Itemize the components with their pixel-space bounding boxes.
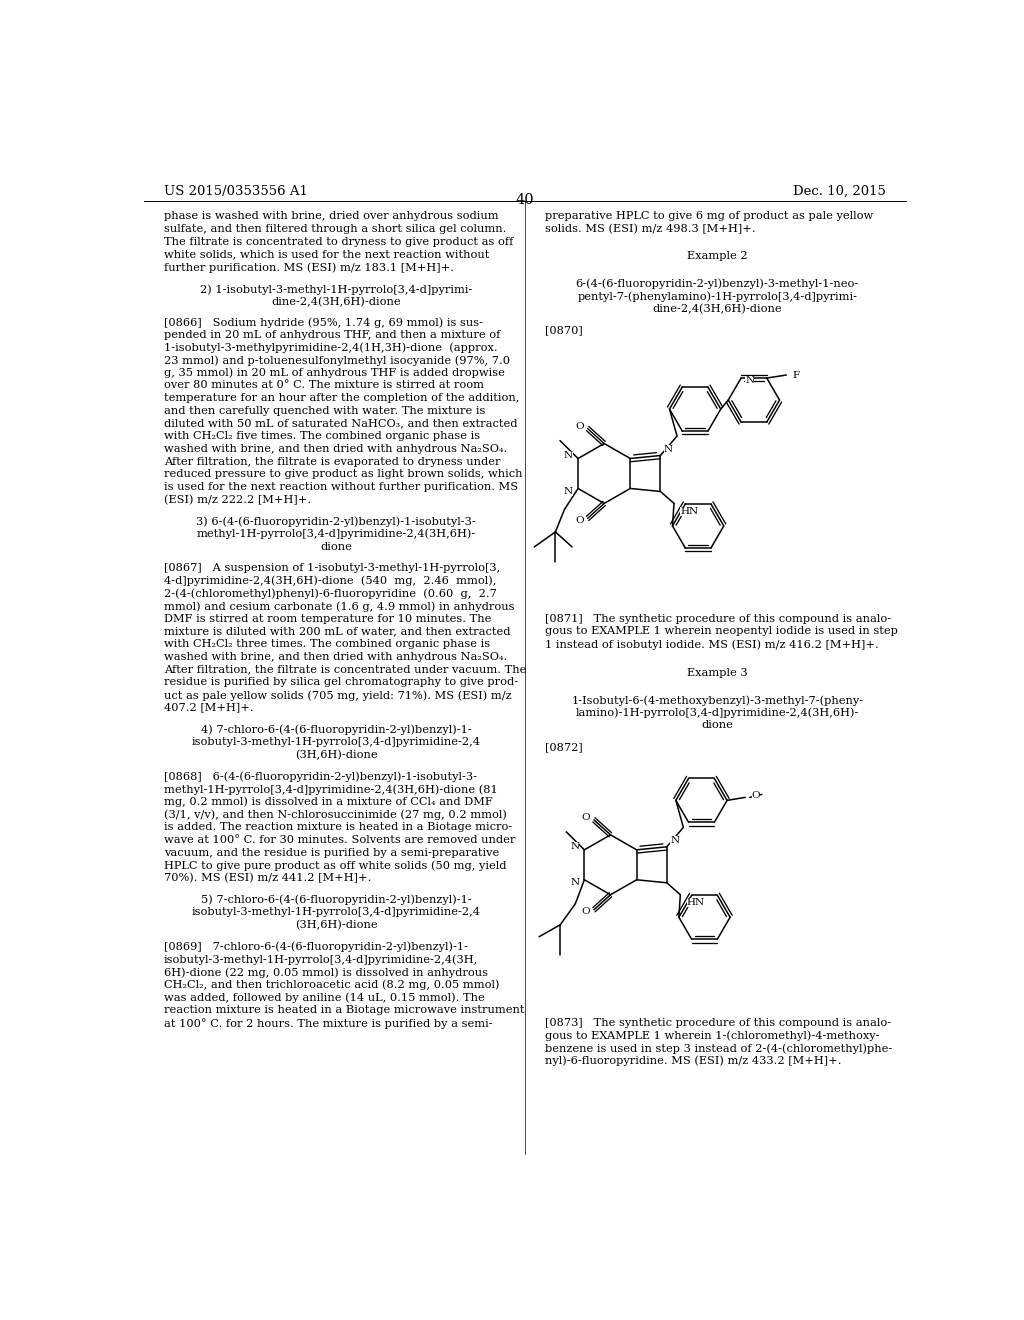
Text: N: N [570,842,580,851]
Text: isobutyl-3-methyl-1H-pyrrolo[3,4-d]pyrimidine-2,4: isobutyl-3-methyl-1H-pyrrolo[3,4-d]pyrim… [191,907,481,917]
Text: HN: HN [680,507,698,516]
Text: g, 35 mmol) in 20 mL of anhydrous THF is added dropwise: g, 35 mmol) in 20 mL of anhydrous THF is… [164,368,505,379]
Text: 23 mmol) and p-toluenesulfonylmethyl isocyanide (97%, 7.0: 23 mmol) and p-toluenesulfonylmethyl iso… [164,355,510,366]
Text: Example 2: Example 2 [687,251,748,261]
Text: benzene is used in step 3 instead of 2-(4-(chloromethyl)phe-: benzene is used in step 3 instead of 2-(… [545,1043,892,1053]
Text: F: F [793,371,800,380]
Text: N: N [564,487,573,496]
Text: sulfate, and then filtered through a short silica gel column.: sulfate, and then filtered through a sho… [164,224,506,234]
Text: [0872]: [0872] [545,742,583,752]
Text: O: O [582,813,590,822]
Text: US 2015/0353556 A1: US 2015/0353556 A1 [164,185,307,198]
Text: N: N [570,878,580,887]
Text: further purification. MS (ESI) m/z 183.1 [M+H]+.: further purification. MS (ESI) m/z 183.1… [164,263,454,273]
Text: pentyl-7-(phenylamino)-1H-pyrrolo[3,4-d]pyrimi-: pentyl-7-(phenylamino)-1H-pyrrolo[3,4-d]… [578,290,857,301]
Text: CH₂Cl₂, and then trichloroacetic acid (8.2 mg, 0.05 mmol): CH₂Cl₂, and then trichloroacetic acid (8… [164,979,500,990]
Text: washed with brine, and then dried with anhydrous Na₂SO₄.: washed with brine, and then dried with a… [164,444,507,454]
Text: Example 3: Example 3 [687,668,748,677]
Text: reduced pressure to give product as light brown solids, which: reduced pressure to give product as ligh… [164,470,522,479]
Text: [0868]   6-(4-(6-fluoropyridin-2-yl)benzyl)-1-isobutyl-3-: [0868] 6-(4-(6-fluoropyridin-2-yl)benzyl… [164,771,477,781]
Text: 3) 6-(4-(6-fluoropyridin-2-yl)benzyl)-1-isobutyl-3-: 3) 6-(4-(6-fluoropyridin-2-yl)benzyl)-1-… [197,516,476,527]
Text: HPLC to give pure product as off white solids (50 mg, yield: HPLC to give pure product as off white s… [164,861,506,871]
Text: isobutyl-3-methyl-1H-pyrrolo[3,4-d]pyrimidine-2,4(3H,: isobutyl-3-methyl-1H-pyrrolo[3,4-d]pyrim… [164,954,478,965]
Text: isobutyl-3-methyl-1H-pyrrolo[3,4-d]pyrimidine-2,4: isobutyl-3-methyl-1H-pyrrolo[3,4-d]pyrim… [191,738,481,747]
Text: After filtration, the filtrate is concentrated under vacuum. The: After filtration, the filtrate is concen… [164,664,526,675]
Text: over 80 minutes at 0° C. The mixture is stirred at room: over 80 minutes at 0° C. The mixture is … [164,380,483,391]
Text: methyl-1H-pyrrolo[3,4-d]pyrimidine-2,4(3H,6H)-dione (81: methyl-1H-pyrrolo[3,4-d]pyrimidine-2,4(3… [164,784,498,795]
Text: dine-2,4(3H,6H)-dione: dine-2,4(3H,6H)-dione [271,297,401,308]
Text: dine-2,4(3H,6H)-dione: dine-2,4(3H,6H)-dione [652,304,782,314]
Text: and then carefully quenched with water. The mixture is: and then carefully quenched with water. … [164,405,485,416]
Text: dione: dione [321,541,352,552]
Text: 70%). MS (ESI) m/z 441.2 [M+H]+.: 70%). MS (ESI) m/z 441.2 [M+H]+. [164,873,371,883]
Text: gous to EXAMPLE 1 wherein 1-(chloromethyl)-4-methoxy-: gous to EXAMPLE 1 wherein 1-(chloromethy… [545,1031,880,1041]
Text: [0873]   The synthetic procedure of this compound is analo-: [0873] The synthetic procedure of this c… [545,1018,891,1028]
Text: with CH₂Cl₂ five times. The combined organic phase is: with CH₂Cl₂ five times. The combined org… [164,432,480,441]
Text: O: O [575,516,584,525]
Text: uct as pale yellow solids (705 mg, yield: 71%). MS (ESI) m/z: uct as pale yellow solids (705 mg, yield… [164,690,511,701]
Text: N: N [670,837,679,845]
Text: 2-(4-(chloromethyl)phenyl)-6-fluoropyridine  (0.60  g,  2.7: 2-(4-(chloromethyl)phenyl)-6-fluoropyrid… [164,589,497,599]
Text: 1-Isobutyl-6-(4-methoxybenzyl)-3-methyl-7-(pheny-: 1-Isobutyl-6-(4-methoxybenzyl)-3-methyl-… [571,696,863,706]
Text: lamino)-1H-pyrrolo[3,4-d]pyrimidine-2,4(3H,6H)-: lamino)-1H-pyrrolo[3,4-d]pyrimidine-2,4(… [575,708,859,718]
Text: nyl)-6-fluoropyridine. MS (ESI) m/z 433.2 [M+H]+.: nyl)-6-fluoropyridine. MS (ESI) m/z 433.… [545,1056,841,1067]
Text: wave at 100° C. for 30 minutes. Solvents are removed under: wave at 100° C. for 30 minutes. Solvents… [164,834,515,845]
Text: (ESI) m/z 222.2 [M+H]+.: (ESI) m/z 222.2 [M+H]+. [164,495,311,506]
Text: [0866]   Sodium hydride (95%, 1.74 g, 69 mmol) is sus-: [0866] Sodium hydride (95%, 1.74 g, 69 m… [164,317,482,327]
Text: mmol) and cesium carbonate (1.6 g, 4.9 mmol) in anhydrous: mmol) and cesium carbonate (1.6 g, 4.9 m… [164,601,514,611]
Text: N: N [745,376,755,384]
Text: 6-(4-(6-fluoropyridin-2-yl)benzyl)-3-methyl-1-neo-: 6-(4-(6-fluoropyridin-2-yl)benzyl)-3-met… [575,279,859,289]
Text: [0870]: [0870] [545,325,583,335]
Text: mixture is diluted with 200 mL of water, and then extracted: mixture is diluted with 200 mL of water,… [164,627,510,636]
Text: O: O [752,791,760,800]
Text: preparative HPLC to give 6 mg of product as pale yellow: preparative HPLC to give 6 mg of product… [545,211,872,222]
Text: at 100° C. for 2 hours. The mixture is purified by a semi-: at 100° C. for 2 hours. The mixture is p… [164,1018,493,1028]
Text: washed with brine, and then dried with anhydrous Na₂SO₄.: washed with brine, and then dried with a… [164,652,507,661]
Text: temperature for an hour after the completion of the addition,: temperature for an hour after the comple… [164,393,519,403]
Text: O: O [575,422,584,432]
Text: diluted with 50 mL of saturated NaHCO₃, and then extracted: diluted with 50 mL of saturated NaHCO₃, … [164,418,517,429]
Text: The filtrate is concentrated to dryness to give product as off: The filtrate is concentrated to dryness … [164,236,513,247]
Text: 6H)-dione (22 mg, 0.05 mmol) is dissolved in anhydrous: 6H)-dione (22 mg, 0.05 mmol) is dissolve… [164,968,487,978]
Text: 5) 7-chloro-6-(4-(6-fluoropyridin-2-yl)benzyl)-1-: 5) 7-chloro-6-(4-(6-fluoropyridin-2-yl)b… [201,895,472,906]
Text: O: O [582,907,590,916]
Text: white solids, which is used for the next reaction without: white solids, which is used for the next… [164,249,489,259]
Text: vacuum, and the residue is purified by a semi-preparative: vacuum, and the residue is purified by a… [164,847,499,858]
Text: 407.2 [M+H]+.: 407.2 [M+H]+. [164,702,253,713]
Text: gous to EXAMPLE 1 wherein neopentyl iodide is used in step: gous to EXAMPLE 1 wherein neopentyl iodi… [545,627,897,636]
Text: 4-d]pyrimidine-2,4(3H,6H)-dione  (540  mg,  2.46  mmol),: 4-d]pyrimidine-2,4(3H,6H)-dione (540 mg,… [164,576,496,586]
Text: pended in 20 mL of anhydrous THF, and then a mixture of: pended in 20 mL of anhydrous THF, and th… [164,330,500,339]
Text: 4) 7-chloro-6-(4-(6-fluoropyridin-2-yl)benzyl)-1-: 4) 7-chloro-6-(4-(6-fluoropyridin-2-yl)b… [201,725,472,735]
Text: [0871]   The synthetic procedure of this compound is analo-: [0871] The synthetic procedure of this c… [545,614,891,624]
Text: with CH₂Cl₂ three times. The combined organic phase is: with CH₂Cl₂ three times. The combined or… [164,639,489,649]
Text: solids. MS (ESI) m/z 498.3 [M+H]+.: solids. MS (ESI) m/z 498.3 [M+H]+. [545,224,756,235]
Text: 1-isobutyl-3-methylpyrimidine-2,4(1H,3H)-dione  (approx.: 1-isobutyl-3-methylpyrimidine-2,4(1H,3H)… [164,342,498,352]
Text: (3H,6H)-dione: (3H,6H)-dione [295,920,378,931]
Text: methyl-1H-pyrrolo[3,4-d]pyrimidine-2,4(3H,6H)-: methyl-1H-pyrrolo[3,4-d]pyrimidine-2,4(3… [197,529,476,540]
Text: (3/1, v/v), and then N-chlorosuccinimide (27 mg, 0.2 mmol): (3/1, v/v), and then N-chlorosuccinimide… [164,809,507,820]
Text: [0869]   7-chloro-6-(4-(6-fluoropyridin-2-yl)benzyl)-1-: [0869] 7-chloro-6-(4-(6-fluoropyridin-2-… [164,941,468,952]
Text: N: N [664,445,673,454]
Text: 2) 1-isobutyl-3-methyl-1H-pyrrolo[3,4-d]pyrimi-: 2) 1-isobutyl-3-methyl-1H-pyrrolo[3,4-d]… [200,284,472,294]
Text: [0867]   A suspension of 1-isobutyl-3-methyl-1H-pyrrolo[3,: [0867] A suspension of 1-isobutyl-3-meth… [164,562,500,573]
Text: phase is washed with brine, dried over anhydrous sodium: phase is washed with brine, dried over a… [164,211,499,222]
Text: reaction mixture is heated in a Biotage microwave instrument: reaction mixture is heated in a Biotage … [164,1005,524,1015]
Text: DMF is stirred at room temperature for 10 minutes. The: DMF is stirred at room temperature for 1… [164,614,492,624]
Text: 1 instead of isobutyl iodide. MS (ESI) m/z 416.2 [M+H]+.: 1 instead of isobutyl iodide. MS (ESI) m… [545,639,879,649]
Text: N: N [564,451,573,459]
Text: mg, 0.2 mmol) is dissolved in a mixture of CCl₄ and DMF: mg, 0.2 mmol) is dissolved in a mixture … [164,797,493,808]
Text: 40: 40 [515,193,535,207]
Text: Dec. 10, 2015: Dec. 10, 2015 [793,185,886,198]
Text: residue is purified by silica gel chromatography to give prod-: residue is purified by silica gel chroma… [164,677,518,688]
Text: is added. The reaction mixture is heated in a Biotage micro-: is added. The reaction mixture is heated… [164,822,512,832]
Text: is used for the next reaction without further purification. MS: is used for the next reaction without fu… [164,482,518,492]
Text: dione: dione [701,721,733,730]
Text: was added, followed by aniline (14 uL, 0.15 mmol). The: was added, followed by aniline (14 uL, 0… [164,993,484,1003]
Text: HN: HN [687,899,705,907]
Text: (3H,6H)-dione: (3H,6H)-dione [295,750,378,760]
Text: After filtration, the filtrate is evaporated to dryness under: After filtration, the filtrate is evapor… [164,457,500,467]
